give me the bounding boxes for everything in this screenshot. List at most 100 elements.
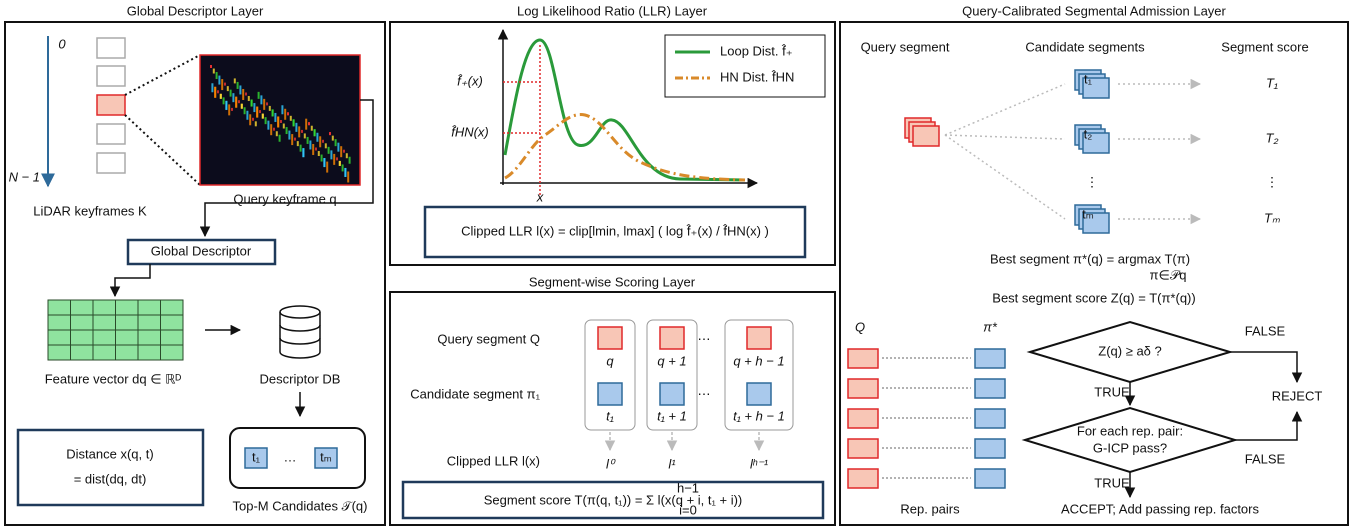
feature-cell: [116, 345, 139, 360]
lidar-point: [245, 93, 247, 96]
rep-candidate: [975, 439, 1005, 458]
lidar-point: [287, 112, 289, 115]
lidar-point: [277, 116, 279, 127]
lidar-point: [235, 97, 237, 108]
sum-limit: i=0: [679, 502, 697, 517]
lidar-point: [234, 78, 236, 83]
decision-text: Z(q) ≥ aδ ?: [1098, 343, 1162, 358]
keyframe: [97, 66, 125, 86]
feature-cell: [93, 345, 116, 360]
guide-lines: [503, 45, 540, 195]
lidar-point: [228, 104, 230, 115]
panel-title: Segment-wise Scoring Layer: [529, 274, 696, 289]
db-label: Descriptor DB: [260, 371, 341, 386]
lidar-point: [312, 144, 314, 155]
rep-query: [848, 439, 878, 458]
lidar-point: [253, 103, 255, 112]
distance-text: Distance x(q, t): [66, 446, 153, 461]
llr-formula: Clipped LLR l(x) = clip[lmin, lmax] ( lo…: [461, 223, 769, 238]
lidar-point: [220, 94, 222, 99]
lidar-point: [340, 146, 342, 157]
lidar-point: [300, 145, 302, 152]
candidate-label: t₂: [1084, 126, 1093, 141]
lidar-point: [311, 126, 313, 131]
lidar-point: [318, 151, 320, 156]
lidar-point: [344, 168, 346, 177]
feature-cell: [71, 345, 94, 360]
lidar-point: [224, 83, 226, 86]
lidar-point: [239, 85, 241, 94]
lidar-point: [259, 110, 261, 113]
lidar-point: [309, 140, 311, 149]
candidate-frame: [660, 383, 684, 405]
legend-label: HN Dist. f̂HN: [720, 69, 794, 84]
ellipsis: ⋯: [698, 386, 711, 401]
lidar-point: [227, 86, 229, 91]
lidar-point: [218, 76, 220, 85]
lidar-point: [295, 123, 297, 132]
query-stack: [913, 126, 939, 146]
segment-formula: Segment score T(π(q, t₁)) = Σ l(x(q + i,…: [484, 492, 743, 507]
query-frame: [660, 327, 684, 349]
argmax-subscript: π∈𝒫q: [1150, 267, 1187, 282]
feature-cell: [71, 330, 94, 345]
lidar-point: [249, 114, 251, 125]
match-line: [945, 84, 1065, 135]
lidar-point: [270, 124, 272, 135]
lidar-point: [230, 90, 232, 97]
distance-box: [18, 430, 203, 505]
rep-query: [848, 349, 878, 368]
reject-label: REJECT: [1272, 388, 1323, 403]
candidate-frame: [598, 383, 622, 405]
zoom-lines: [125, 55, 200, 185]
lidar-point: [211, 83, 213, 92]
database-icon: [280, 325, 320, 331]
best-score: Best segment score Z(q) = T(π*(q)): [992, 290, 1195, 305]
vdots: ⋮: [1266, 174, 1279, 189]
feature-cell: [161, 345, 184, 360]
pairs-label: Rep. pairs: [900, 501, 960, 516]
frame-label: q + h − 1: [733, 353, 784, 368]
lidar-point: [217, 90, 219, 93]
frame-label: t₁ + h − 1: [733, 408, 785, 423]
match-line: [945, 135, 1065, 219]
keyframes-label: LiDAR keyframes K: [33, 203, 147, 218]
axis-start: 0: [58, 36, 66, 51]
feature-cell: [48, 345, 71, 360]
lidar-point: [238, 100, 240, 103]
lidar-point: [336, 157, 338, 160]
candidate-label: tₘ: [1082, 206, 1094, 221]
column-header: Query segment: [861, 39, 950, 54]
score-label: T₁: [1266, 75, 1278, 90]
database-icon: [280, 312, 320, 358]
accept-label: ACCEPT; Add passing rep. factors: [1061, 501, 1259, 516]
frame-label: q: [606, 353, 614, 368]
lidar-point: [294, 138, 296, 141]
lidar-point: [323, 158, 325, 167]
feature-cell: [93, 315, 116, 330]
lidar-point: [246, 111, 248, 120]
lidar-point: [231, 108, 233, 111]
axis-end: N − 1: [9, 169, 40, 184]
lidar-point: [232, 93, 234, 102]
column-header: Candidate segments: [1025, 39, 1145, 54]
lidar-point: [307, 137, 309, 144]
lidar-point: [265, 117, 267, 124]
feature-cell: [161, 330, 184, 345]
candidate-label: t₁: [252, 449, 261, 464]
lidar-point: [274, 113, 276, 122]
lidar-point: [242, 89, 244, 100]
feature-cell: [161, 300, 184, 315]
lidar-point: [269, 106, 271, 111]
lidar-point: [314, 129, 316, 136]
lidar-point: [304, 133, 306, 138]
feature-cell: [71, 300, 94, 315]
llr-label: l⁰: [606, 456, 616, 471]
descriptor-box-label: Global Descriptor: [151, 243, 252, 258]
feature-cell: [48, 315, 71, 330]
lidar-point: [260, 95, 262, 104]
keyframe: [97, 38, 125, 58]
lidar-point: [272, 109, 274, 116]
llr-label: l¹: [668, 456, 676, 471]
lidar-point: [333, 154, 335, 165]
